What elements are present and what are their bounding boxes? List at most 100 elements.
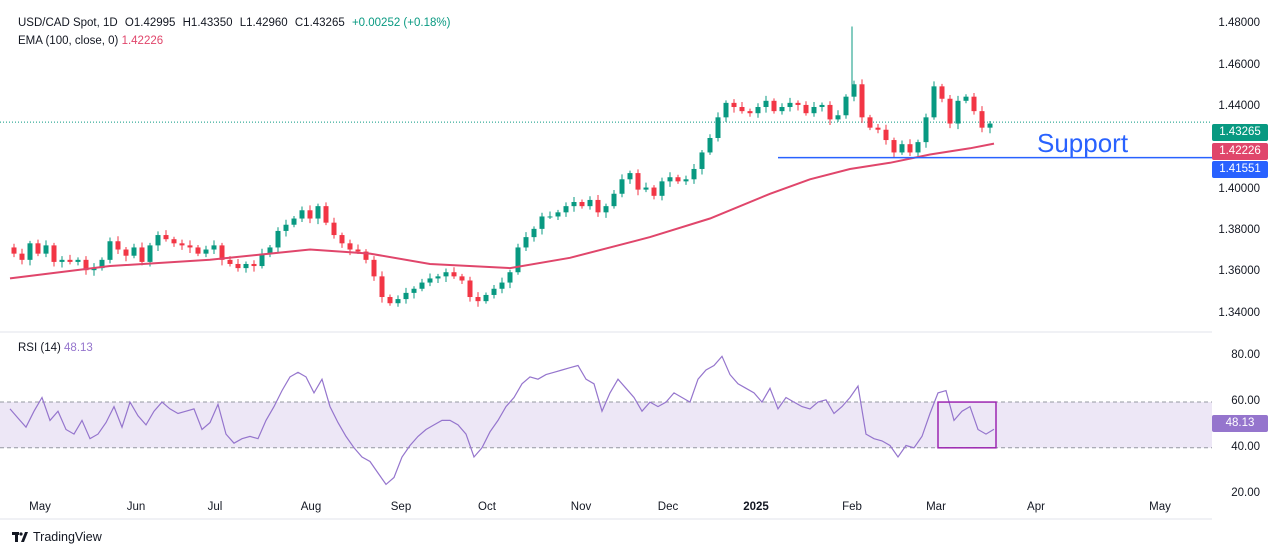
candle-body	[259, 253, 265, 267]
last-price-tag: 1.43265	[1212, 124, 1268, 141]
candle-body	[547, 216, 553, 218]
candle-body	[299, 210, 305, 219]
candle-body	[715, 117, 721, 138]
candle-body	[675, 177, 681, 182]
candle-body	[91, 268, 97, 271]
candle-body	[523, 237, 529, 248]
candle-body	[835, 115, 841, 120]
time-tick-label: May	[1149, 501, 1171, 513]
candle-body	[51, 245, 57, 262]
candle-body	[443, 272, 449, 277]
candle-body	[635, 173, 641, 190]
candle-body	[883, 129, 889, 141]
candle-body	[691, 168, 697, 180]
time-tick-label: May	[29, 501, 51, 513]
candle-body	[75, 259, 81, 262]
candle-body	[67, 259, 73, 262]
ema-price-tag: 1.42226	[1212, 143, 1268, 160]
candle-body	[923, 117, 929, 143]
candle-body	[235, 263, 241, 269]
candle-body	[931, 86, 937, 118]
price-tick-label: 1.40000	[1218, 182, 1260, 195]
price-tick-label: 1.36000	[1218, 265, 1260, 278]
candle-body	[107, 241, 113, 260]
ohlc-open: O1.42995	[124, 17, 176, 29]
time-tick-label: Dec	[657, 501, 679, 513]
candle-body	[811, 107, 817, 114]
time-tick-label: Feb	[842, 501, 862, 513]
candle-body	[451, 272, 457, 277]
candle-body	[707, 137, 713, 153]
candle-body	[163, 235, 169, 240]
candle-body	[963, 96, 969, 101]
time-tick-label: Jun	[126, 501, 146, 513]
candle-body	[171, 239, 177, 244]
candle-body	[699, 152, 705, 169]
candle-body	[579, 202, 585, 207]
candle-body	[267, 247, 273, 254]
candle-body	[539, 216, 545, 229]
support-annotation: Support	[1037, 128, 1129, 158]
candle-body	[187, 245, 193, 248]
candle-body	[19, 253, 25, 260]
candle-body	[339, 235, 345, 244]
candle-body	[227, 259, 233, 264]
candle-body	[731, 102, 737, 108]
candle-body	[59, 259, 65, 262]
ema-label: EMA (100, close, 0)	[18, 35, 119, 47]
candle-body	[195, 247, 201, 254]
candle-body	[203, 249, 209, 254]
candle-body	[35, 243, 41, 254]
candle-body	[571, 202, 577, 207]
candle-body	[403, 292, 409, 300]
tradingview-logo-icon	[12, 532, 28, 542]
rsi-legend: RSI (14) 48.13	[18, 342, 93, 354]
time-tick-label: Oct	[478, 501, 496, 513]
tradingview-footer[interactable]: TradingView	[12, 530, 102, 544]
chart-header: USD/CAD Spot, 1D O1.42995 H1.43350 L1.42…	[18, 17, 454, 29]
candle-body	[419, 282, 425, 289]
candle-body	[803, 104, 809, 114]
candle-body	[907, 144, 913, 153]
rsi-tick-label: 40.00	[1231, 440, 1260, 453]
time-tick-label: Mar	[926, 501, 946, 513]
symbol-title: USD/CAD Spot, 1D	[18, 17, 118, 29]
candle-body	[307, 210, 313, 219]
candle-body	[779, 107, 785, 112]
candle-body	[947, 98, 953, 124]
candle-body	[123, 249, 129, 256]
candle-body	[739, 107, 745, 112]
candle-body	[43, 245, 49, 254]
candle-body	[83, 259, 89, 271]
candle-body	[979, 111, 985, 128]
candle-body	[331, 222, 337, 236]
candle-body	[435, 276, 441, 279]
candle-body	[211, 245, 217, 250]
candle-body	[275, 230, 281, 248]
candle-body	[939, 86, 945, 99]
time-tick-label: 2025	[743, 501, 769, 513]
candle-body	[515, 247, 521, 273]
candle-body	[971, 96, 977, 112]
candle-body	[603, 206, 609, 213]
candle-body	[251, 263, 257, 267]
candle-body	[467, 280, 473, 298]
candle-body	[219, 245, 225, 260]
candle-body	[859, 84, 865, 118]
rsi-tick-label: 20.00	[1231, 486, 1260, 499]
candle-body	[611, 193, 617, 207]
candle-body	[131, 247, 137, 256]
candle-body	[411, 288, 417, 293]
rsi-highlight-box	[937, 401, 997, 449]
candle-body	[875, 127, 881, 130]
ema-legend: EMA (100, close, 0) 1.42226	[18, 35, 163, 47]
candle-body	[987, 123, 993, 128]
price-change: +0.00252 (+0.18%)	[351, 17, 451, 29]
ohlc-low: L1.42960	[239, 17, 288, 29]
candle-body	[507, 272, 513, 283]
candle-body	[587, 199, 593, 207]
candle-body	[643, 187, 649, 190]
candle-body	[531, 228, 537, 238]
rsi-value: 48.13	[64, 342, 93, 354]
